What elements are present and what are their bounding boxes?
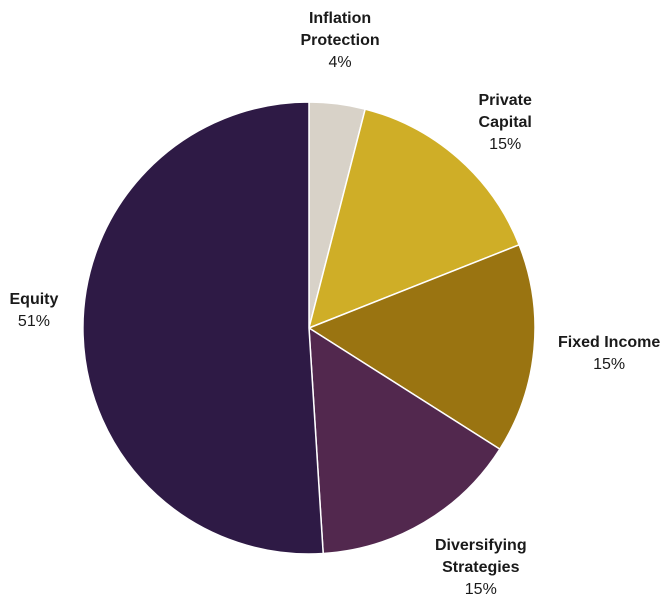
slice-label-value: 15% xyxy=(489,136,522,153)
slice-label-value: 4% xyxy=(328,54,352,71)
slice-label-value: 15% xyxy=(464,581,497,598)
slice-label-value: 15% xyxy=(593,356,626,373)
slice-label-private-capital: Private Capital 15% xyxy=(479,90,532,156)
slice-label-value: 51% xyxy=(17,313,50,330)
slice-label-name: Fixed Income xyxy=(558,334,661,351)
slice-label-name: Inflation xyxy=(308,10,372,27)
slice-label-name: Strategies xyxy=(442,559,520,576)
slice-label-equity: Equity 51% xyxy=(10,289,59,333)
slice-label-name: Equity xyxy=(9,291,59,308)
slice-label-diversifying-strategies: Diversifying Strategies 15% xyxy=(435,535,527,600)
pie-slice-private-capital xyxy=(308,108,520,329)
slice-label-name: Protection xyxy=(300,32,380,49)
slice-label-name: Private xyxy=(478,92,532,109)
slice-label-fixed-income: Fixed Income 15% xyxy=(558,332,660,376)
slice-label-name: Diversifying xyxy=(435,537,527,554)
slice-label-name: Capital xyxy=(478,114,532,131)
pie-slice-fixed-income xyxy=(308,244,536,450)
slice-label-inflation-protection: Inflation Protection 4% xyxy=(301,8,380,74)
pie-slice-diversifying-strategies xyxy=(308,327,501,555)
pie-slice-equity xyxy=(82,101,324,555)
